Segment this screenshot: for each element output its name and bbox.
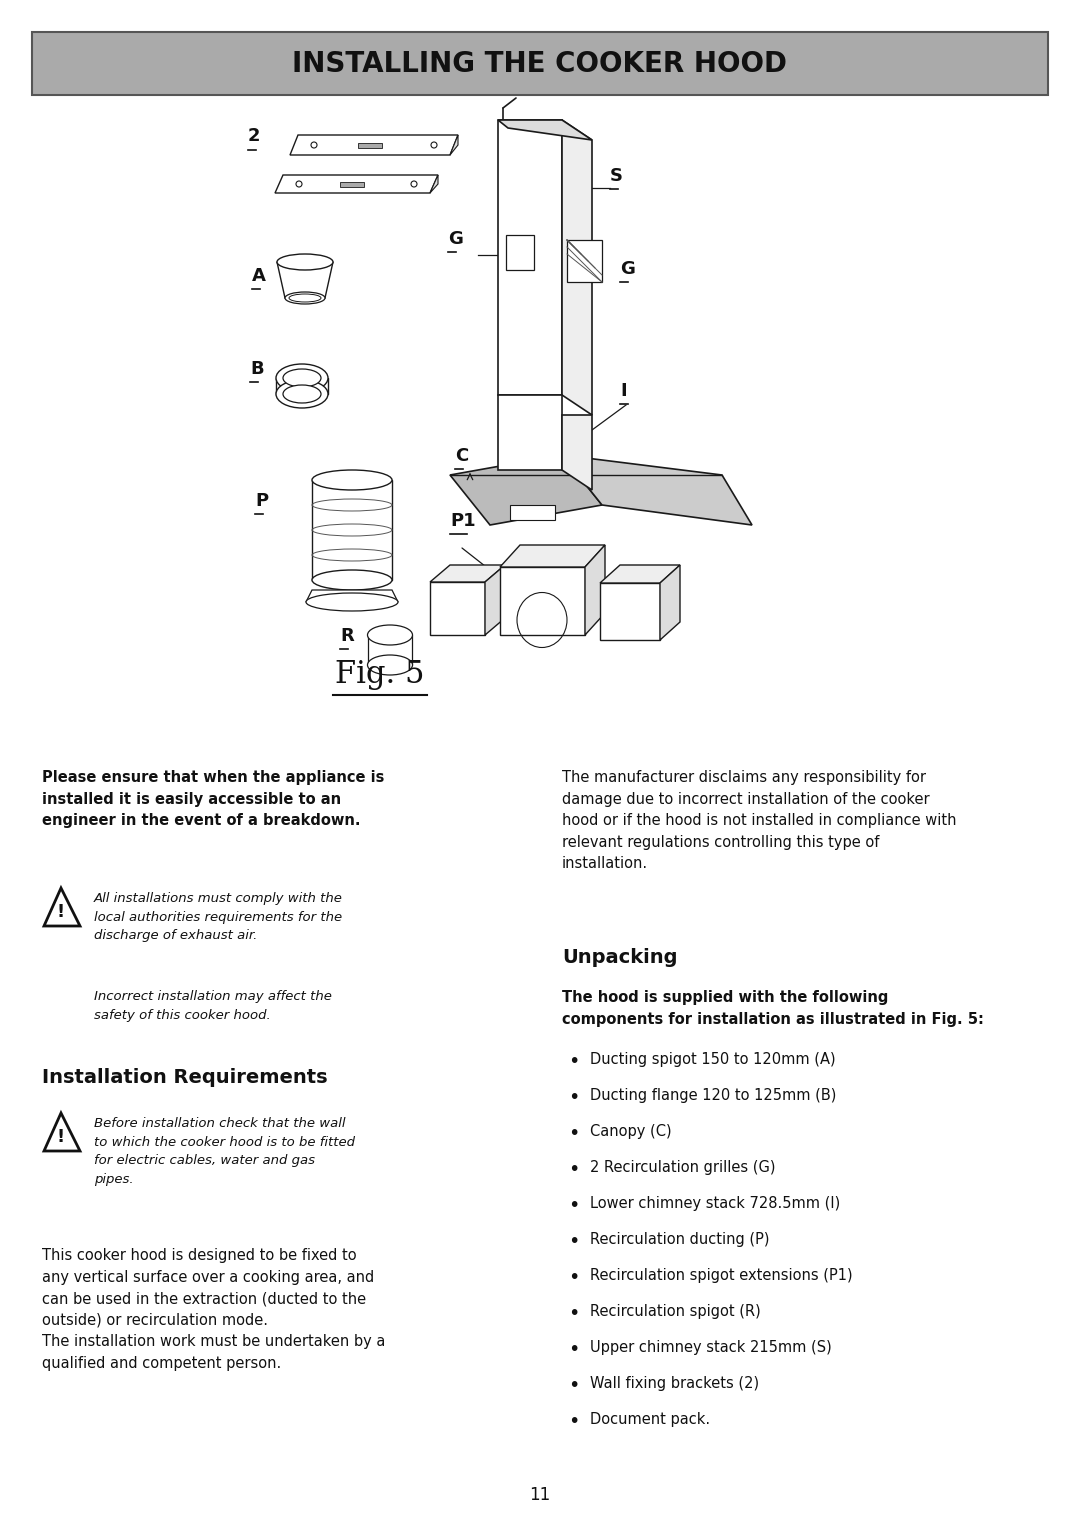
Text: •: • [568,1052,580,1070]
Text: The hood is supplied with the following
components for installation as illustrat: The hood is supplied with the following … [562,989,984,1026]
Text: S: S [610,167,623,185]
Text: •: • [568,1232,580,1251]
Polygon shape [306,590,399,602]
Text: All installations must comply with the
local authorities requirements for the
di: All installations must comply with the l… [94,891,342,942]
Text: Document pack.: Document pack. [590,1411,711,1427]
Ellipse shape [306,593,399,612]
Polygon shape [600,566,680,583]
FancyBboxPatch shape [32,32,1048,95]
Text: !: ! [57,902,65,920]
Polygon shape [276,261,333,298]
Polygon shape [562,119,592,414]
Text: •: • [568,1196,580,1216]
Circle shape [296,180,302,187]
Text: The manufacturer disclaims any responsibility for
damage due to incorrect instal: The manufacturer disclaims any responsib… [562,771,957,872]
Polygon shape [585,544,605,635]
Polygon shape [430,583,485,635]
Text: Lower chimney stack 728.5mm (I): Lower chimney stack 728.5mm (I) [590,1196,840,1211]
Text: B: B [249,359,264,378]
Ellipse shape [285,292,325,304]
Ellipse shape [276,364,328,391]
Text: This cooker hood is designed to be fixed to
any vertical surface over a cooking : This cooker hood is designed to be fixed… [42,1248,386,1372]
Polygon shape [498,119,592,141]
FancyBboxPatch shape [357,144,382,148]
Ellipse shape [367,625,413,645]
Text: I: I [620,382,626,401]
Polygon shape [660,566,680,641]
Text: •: • [568,1339,580,1359]
Ellipse shape [312,570,392,590]
Text: Before installation check that the wall
to which the cooker hood is to be fitted: Before installation check that the wall … [94,1118,355,1185]
Circle shape [411,180,417,187]
Text: 2 Recirculation grilles (G): 2 Recirculation grilles (G) [590,1161,775,1174]
Polygon shape [430,174,438,193]
Polygon shape [450,456,602,524]
Text: Please ensure that when the appliance is
installed it is easily accessible to an: Please ensure that when the appliance is… [42,771,384,829]
Ellipse shape [276,381,328,408]
FancyBboxPatch shape [510,505,555,520]
Polygon shape [498,119,562,394]
Polygon shape [600,583,660,641]
Text: G: G [448,229,463,248]
Polygon shape [291,135,458,154]
Polygon shape [312,480,392,579]
Text: 2: 2 [248,127,260,145]
FancyBboxPatch shape [507,235,534,271]
Text: Unpacking: Unpacking [562,948,677,966]
Text: •: • [568,1376,580,1394]
Text: Fig. 5: Fig. 5 [335,659,424,690]
Text: •: • [568,1161,580,1179]
Ellipse shape [283,385,321,404]
Text: !: ! [57,1127,65,1145]
Ellipse shape [289,294,321,303]
Text: Installation Requirements: Installation Requirements [42,1067,327,1087]
Circle shape [431,142,437,148]
Polygon shape [562,414,592,489]
Circle shape [311,142,318,148]
Text: Upper chimney stack 215mm (S): Upper chimney stack 215mm (S) [590,1339,832,1355]
Ellipse shape [312,469,392,489]
Text: Incorrect installation may affect the
safety of this cooker hood.: Incorrect installation may affect the sa… [94,989,332,1021]
FancyBboxPatch shape [340,182,364,187]
Text: Recirculation spigot extensions (P1): Recirculation spigot extensions (P1) [590,1268,852,1283]
Text: Wall fixing brackets (2): Wall fixing brackets (2) [590,1376,759,1391]
Text: •: • [568,1411,580,1431]
FancyBboxPatch shape [567,240,602,281]
Text: Recirculation ducting (P): Recirculation ducting (P) [590,1232,769,1248]
Text: •: • [568,1304,580,1323]
Polygon shape [498,394,562,469]
Text: C: C [455,446,469,465]
Text: R: R [340,627,354,645]
Polygon shape [500,544,605,567]
Text: 11: 11 [529,1486,551,1505]
Ellipse shape [283,368,321,387]
Text: P1: P1 [450,512,475,531]
Text: •: • [568,1089,580,1107]
Polygon shape [500,567,585,635]
Text: Recirculation spigot (R): Recirculation spigot (R) [590,1304,760,1320]
Text: A: A [252,268,266,284]
Polygon shape [430,566,505,583]
Polygon shape [450,135,458,154]
Text: •: • [568,1124,580,1144]
Text: •: • [568,1268,580,1287]
Text: P: P [255,492,268,511]
Text: Ducting flange 120 to 125mm (B): Ducting flange 120 to 125mm (B) [590,1089,836,1102]
Polygon shape [485,566,505,635]
Polygon shape [275,174,438,193]
Ellipse shape [367,654,413,674]
Text: G: G [620,260,635,278]
Text: Ducting spigot 150 to 120mm (A): Ducting spigot 150 to 120mm (A) [590,1052,836,1067]
Text: Canopy (C): Canopy (C) [590,1124,672,1139]
Text: INSTALLING THE COOKER HOOD: INSTALLING THE COOKER HOOD [293,49,787,78]
Ellipse shape [276,254,333,271]
Polygon shape [562,456,752,524]
